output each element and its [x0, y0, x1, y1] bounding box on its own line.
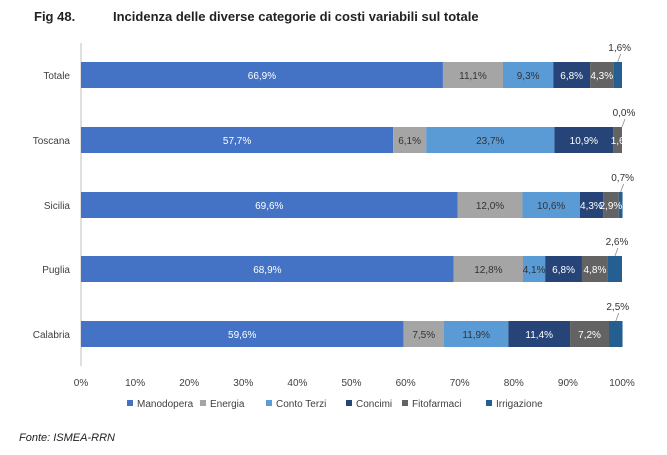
- legend-swatch: [200, 400, 206, 406]
- legend-swatch: [486, 400, 492, 406]
- category-label: Sicilia: [44, 201, 71, 212]
- x-tick-label: 100%: [609, 378, 635, 389]
- source-note: Fonte: ISMEA-RRN: [19, 432, 115, 444]
- legend-swatch: [402, 400, 408, 406]
- bar-segment: [554, 127, 614, 153]
- data-label: 4,8%: [584, 265, 607, 276]
- category-label: Toscana: [33, 136, 71, 147]
- data-label: 6,8%: [560, 71, 583, 82]
- x-tick-label: 70%: [450, 378, 470, 389]
- data-label: 23,7%: [476, 136, 504, 147]
- data-label: 4,3%: [580, 201, 603, 212]
- x-tick-label: 30%: [233, 378, 253, 389]
- data-label: 4,3%: [590, 71, 613, 82]
- bar-segment: [393, 127, 427, 153]
- bar-segment: [618, 192, 623, 218]
- bar-segment: [442, 62, 503, 88]
- data-label: 0,7%: [611, 173, 634, 184]
- bar-segment: [81, 256, 454, 282]
- label-leader-line: [615, 312, 620, 322]
- category-label: Calabria: [33, 330, 71, 341]
- bar-segment: [457, 192, 523, 218]
- x-tick-label: 60%: [396, 378, 416, 389]
- label-leader-line: [617, 53, 622, 63]
- bar-segment: [607, 256, 622, 282]
- legend-label: Manodopera: [137, 399, 194, 410]
- legend-label: Conto Terzi: [276, 399, 326, 410]
- bar-segment: [581, 256, 608, 282]
- figure-title: Incidenza delle diverse categorie di cos…: [113, 9, 479, 24]
- category-label: Totale: [43, 71, 70, 82]
- data-label: 59,6%: [228, 330, 256, 341]
- x-tick-label: 50%: [341, 378, 361, 389]
- data-label: 68,9%: [253, 265, 281, 276]
- legend-swatch: [346, 400, 352, 406]
- bar-segment: [545, 256, 582, 282]
- data-label: 1,6%: [608, 43, 631, 54]
- bar-segment: [444, 321, 509, 347]
- data-label: 1,6: [611, 136, 625, 147]
- label-leader-line: [621, 118, 626, 128]
- data-label: 2,5%: [606, 302, 629, 313]
- legend-label: Concimi: [356, 399, 392, 410]
- bar-segment: [590, 62, 614, 88]
- data-label: 11,9%: [462, 330, 490, 341]
- bar-segment: [81, 127, 394, 153]
- legend-label: Energia: [210, 399, 245, 410]
- bar-segment: [579, 192, 604, 218]
- figure-number: Fig 48.: [34, 9, 76, 24]
- bar-segment: [508, 321, 571, 347]
- bar-segment: [553, 62, 591, 88]
- bar-segment: [81, 321, 404, 347]
- bar-segment: [609, 321, 623, 347]
- bar-segment: [81, 192, 458, 218]
- bar-segment: [613, 62, 622, 88]
- bar-segment: [502, 62, 554, 88]
- data-label: 11,4%: [525, 330, 553, 341]
- bar-segment: [426, 127, 555, 153]
- data-label: 9,3%: [517, 71, 540, 82]
- bar-segment: [522, 256, 546, 282]
- category-label: Puglia: [42, 265, 70, 276]
- data-label: 66,9%: [248, 71, 276, 82]
- bar-segment: [453, 256, 523, 282]
- data-label: 69,6%: [255, 201, 283, 212]
- data-label: 0,0%: [613, 108, 636, 119]
- data-label: 7,5%: [412, 330, 435, 341]
- data-label: 57,7%: [223, 136, 251, 147]
- bar-segment: [81, 62, 443, 88]
- bar-segment: [522, 192, 580, 218]
- bar-segment: [613, 127, 622, 153]
- legend-swatch: [127, 400, 133, 406]
- data-label: 12,8%: [474, 265, 502, 276]
- data-label: 12,0%: [476, 201, 504, 212]
- legend-label: Fitofarmaci: [412, 399, 461, 410]
- x-tick-label: 0%: [74, 378, 89, 389]
- x-tick-label: 90%: [558, 378, 578, 389]
- data-label: 4,1%: [523, 265, 546, 276]
- data-label: 2,6%: [606, 237, 629, 248]
- bar-segment: [570, 321, 610, 347]
- x-tick-label: 20%: [179, 378, 199, 389]
- x-tick-label: 80%: [504, 378, 524, 389]
- x-tick-label: 10%: [125, 378, 145, 389]
- label-leader-line: [614, 247, 619, 257]
- label-leader-line: [620, 183, 625, 193]
- x-tick-label: 40%: [287, 378, 307, 389]
- data-label: 11,1%: [459, 71, 487, 82]
- data-label: 6,8%: [552, 265, 575, 276]
- data-label: 2,9%: [600, 201, 623, 212]
- bar-segment: [603, 192, 619, 218]
- data-label: 7,2%: [578, 330, 601, 341]
- legend-swatch: [266, 400, 272, 406]
- legend-label: Irrigazione: [496, 399, 543, 410]
- bar-segment: [403, 321, 445, 347]
- data-label: 10,6%: [537, 201, 565, 212]
- data-label: 10,9%: [570, 136, 598, 147]
- data-label: 6,1%: [398, 136, 421, 147]
